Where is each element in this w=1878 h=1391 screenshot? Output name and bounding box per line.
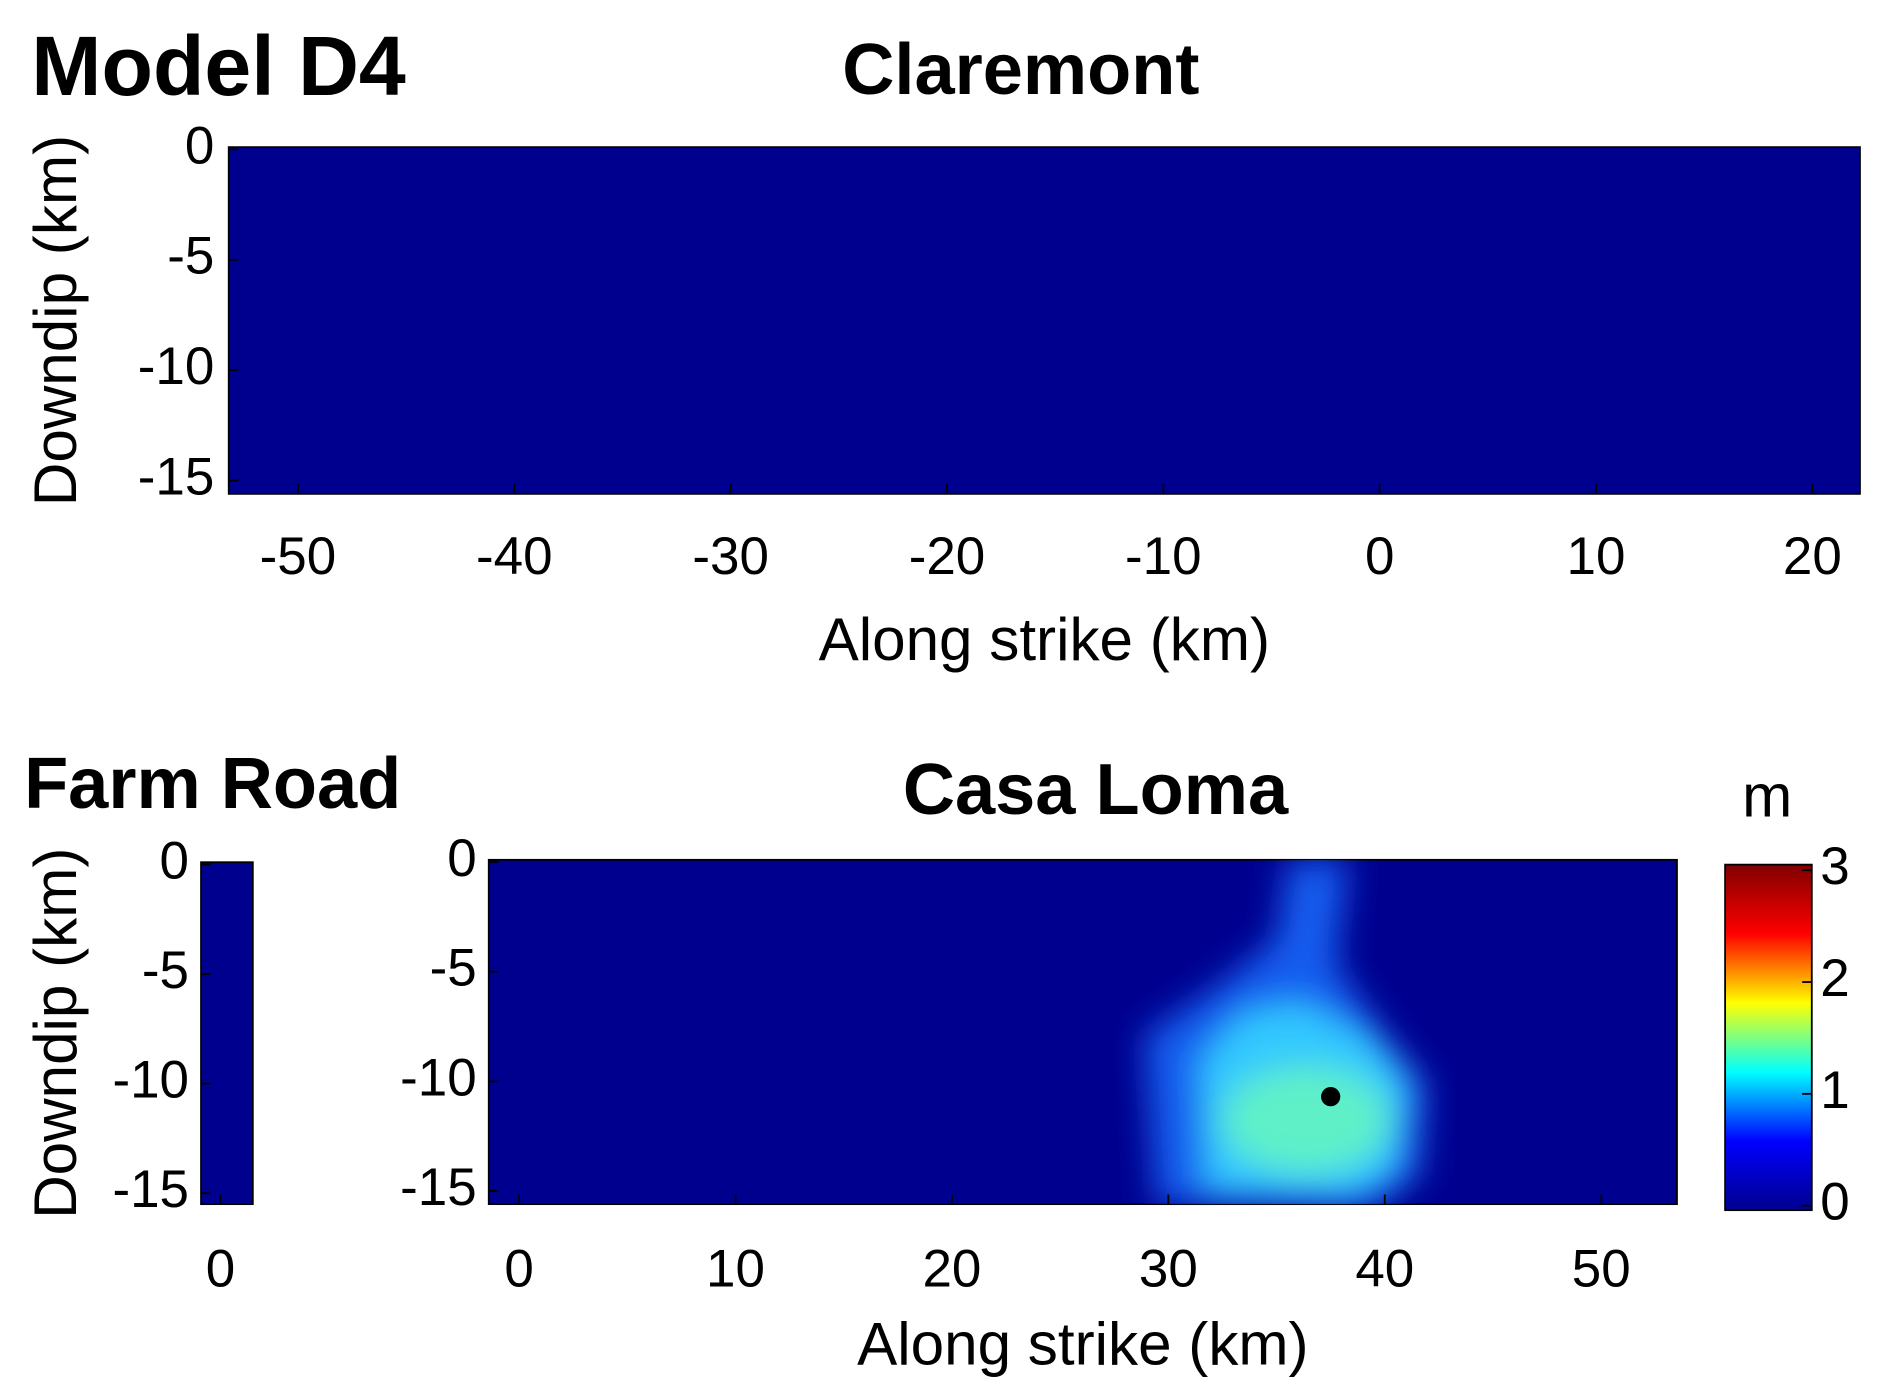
x-tick-label: -40 [476, 527, 553, 586]
y-tick-label: -5 [430, 939, 477, 998]
x-tick-label: 30 [1139, 1240, 1198, 1299]
hypocenter [1321, 1087, 1341, 1107]
slip-patch [1143, 859, 1427, 1205]
colorbar [1724, 863, 1813, 1212]
y-tick-label: -5 [142, 941, 189, 1000]
x-tick-label: 20 [922, 1240, 981, 1299]
slip-high [1221, 1065, 1391, 1175]
slip-patch-blur [1143, 859, 1427, 1205]
chart-title: m [1742, 763, 1792, 830]
x-tick-label: 10 [1567, 527, 1626, 586]
figure-title: Model D4 [31, 19, 406, 113]
y-tick-label: -10 [138, 337, 215, 396]
colorbar-tick-label: 0 [1820, 1173, 1849, 1232]
y-axis-label: Downdip (km) [22, 135, 89, 506]
x-tick-label: -20 [909, 527, 986, 586]
x-axis-label: Along strike (km) [819, 606, 1271, 673]
slip-field [227, 146, 1861, 495]
x-tick-label: -10 [1125, 527, 1202, 586]
slip-field [487, 858, 1678, 1206]
chart-title: Farm Road [24, 744, 401, 824]
y-tick-label: -15 [138, 448, 215, 507]
y-tick-label: -15 [400, 1158, 477, 1217]
y-axis-label: Downdip (km) [22, 848, 89, 1219]
x-tick-label: 50 [1572, 1240, 1631, 1299]
y-tick-label: -5 [167, 227, 214, 286]
x-tick-label: -50 [260, 527, 337, 586]
x-tick-label: 40 [1355, 1240, 1414, 1299]
x-tick-label: 20 [1783, 527, 1842, 586]
x-tick-label: 0 [206, 1240, 235, 1299]
colorbar-tick-label: 1 [1820, 1061, 1849, 1120]
x-tick-label: -30 [692, 527, 769, 586]
colorbar-tick-label: 3 [1820, 837, 1849, 896]
x-tick-label: 0 [1365, 527, 1394, 586]
chart-title: Casa Loma [903, 750, 1289, 830]
y-tick-label: 0 [160, 831, 189, 890]
chart-title: Claremont [842, 30, 1199, 110]
y-tick-label: -15 [112, 1160, 189, 1219]
slip-field [200, 861, 254, 1206]
y-tick-label: 0 [447, 829, 476, 888]
x-tick-label: 10 [706, 1240, 765, 1299]
colorbar-tick-label: 2 [1820, 949, 1849, 1008]
y-tick-label: -10 [112, 1051, 189, 1110]
y-tick-label: 0 [185, 116, 214, 175]
y-tick-label: -10 [400, 1048, 477, 1107]
x-tick-label: 0 [504, 1240, 533, 1299]
x-axis-label: Along strike (km) [857, 1310, 1309, 1377]
